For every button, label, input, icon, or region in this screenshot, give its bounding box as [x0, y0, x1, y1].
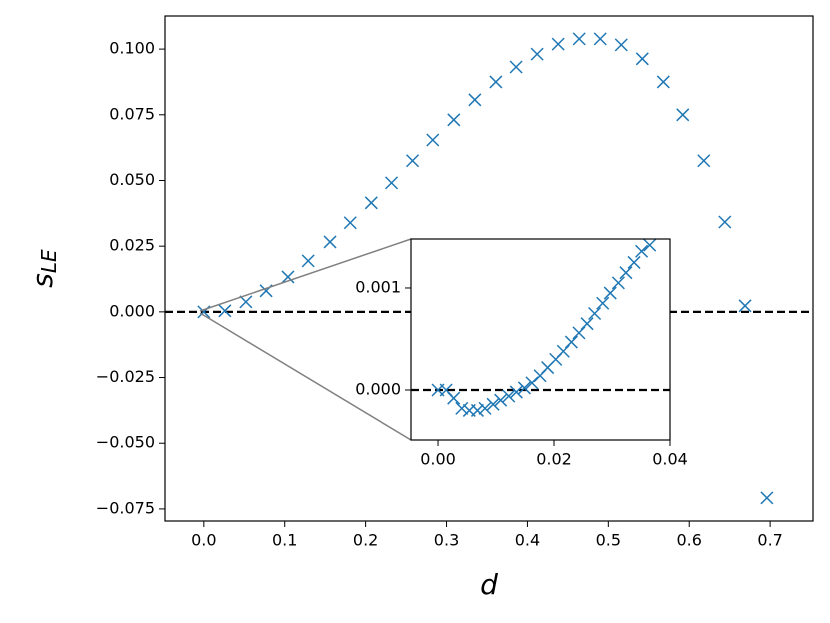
- marker: [551, 37, 565, 51]
- marker: [470, 403, 484, 417]
- marker: [218, 304, 232, 318]
- inset-plot: 0.00 0.02 0.04 0.000 0.001: [355, 238, 688, 469]
- marker: [343, 216, 357, 230]
- x-tick-label: 0.7: [757, 531, 782, 550]
- marker: [697, 154, 711, 168]
- marker: [239, 295, 253, 309]
- x-tick-label: 0.5: [596, 531, 621, 550]
- marker: [738, 299, 752, 313]
- marker: [627, 255, 641, 269]
- marker: [760, 491, 774, 505]
- marker: [572, 326, 586, 340]
- x-tick-label: 0.04: [652, 450, 688, 469]
- y-tick-label: 0.050: [109, 170, 155, 189]
- marker: [447, 113, 461, 127]
- x-tick-label: 0.0: [191, 531, 216, 550]
- marker: [611, 276, 625, 290]
- marker: [364, 196, 378, 210]
- marker: [580, 317, 594, 331]
- y-tick-label: −0.050: [96, 433, 155, 452]
- marker: [447, 391, 461, 405]
- marker: [502, 389, 516, 403]
- marker: [489, 75, 503, 89]
- marker: [556, 344, 570, 358]
- plot-frame: [164, 15, 814, 522]
- marker: [509, 60, 523, 74]
- x-tick-label: 0.6: [676, 531, 701, 550]
- marker: [614, 38, 628, 52]
- y-axis-label: sLE: [26, 249, 61, 288]
- marker: [486, 397, 500, 411]
- marker: [635, 244, 649, 258]
- x-tick-label: 0.00: [420, 450, 456, 469]
- marker: [564, 335, 578, 349]
- plot-frame: [410, 238, 671, 441]
- marker: [494, 393, 508, 407]
- x-tick-label: 0.1: [272, 531, 297, 550]
- y-tick-label: −0.075: [96, 498, 155, 517]
- y-axis-label-main: s: [26, 273, 59, 288]
- plot-area: [411, 239, 670, 440]
- x-axis-label: d: [480, 568, 498, 601]
- marker: [572, 32, 586, 46]
- x-tick-label: 0.4: [515, 531, 540, 550]
- x-tick-label: 0.2: [353, 531, 378, 550]
- marker: [596, 296, 610, 310]
- y-tick-label: 0.075: [109, 104, 155, 123]
- y-tick-label: 0.000: [109, 301, 155, 320]
- y-tick-label: 0.000: [355, 380, 401, 399]
- marker: [384, 176, 399, 190]
- marker: [588, 306, 602, 321]
- y-tick-label: −0.025: [96, 367, 155, 386]
- marker: [281, 270, 295, 284]
- marker: [676, 108, 690, 122]
- marker: [635, 52, 649, 66]
- marker: [517, 381, 531, 395]
- marker: [619, 266, 633, 280]
- x-tick-label: 0.3: [434, 531, 459, 550]
- marker: [468, 93, 482, 107]
- y-axis-label-subscript: LE: [37, 249, 61, 273]
- y-tick-label: 0.100: [109, 39, 155, 58]
- zoom-line: [199, 312, 412, 441]
- marker: [656, 75, 670, 89]
- marker: [406, 154, 420, 168]
- marker: [718, 215, 732, 229]
- marker: [455, 401, 469, 415]
- marker: [509, 385, 523, 399]
- zoom-line: [199, 238, 412, 312]
- y-tick-label: 0.025: [109, 236, 155, 255]
- marker: [643, 238, 657, 252]
- marker: [426, 133, 440, 147]
- marker: [593, 32, 607, 46]
- marker: [478, 401, 492, 415]
- y-tick-label: 0.001: [355, 277, 401, 296]
- marker: [530, 47, 544, 61]
- marker: [323, 235, 337, 249]
- marker: [603, 286, 617, 300]
- marker: [301, 254, 315, 268]
- x-tick-label: 0.02: [536, 450, 572, 469]
